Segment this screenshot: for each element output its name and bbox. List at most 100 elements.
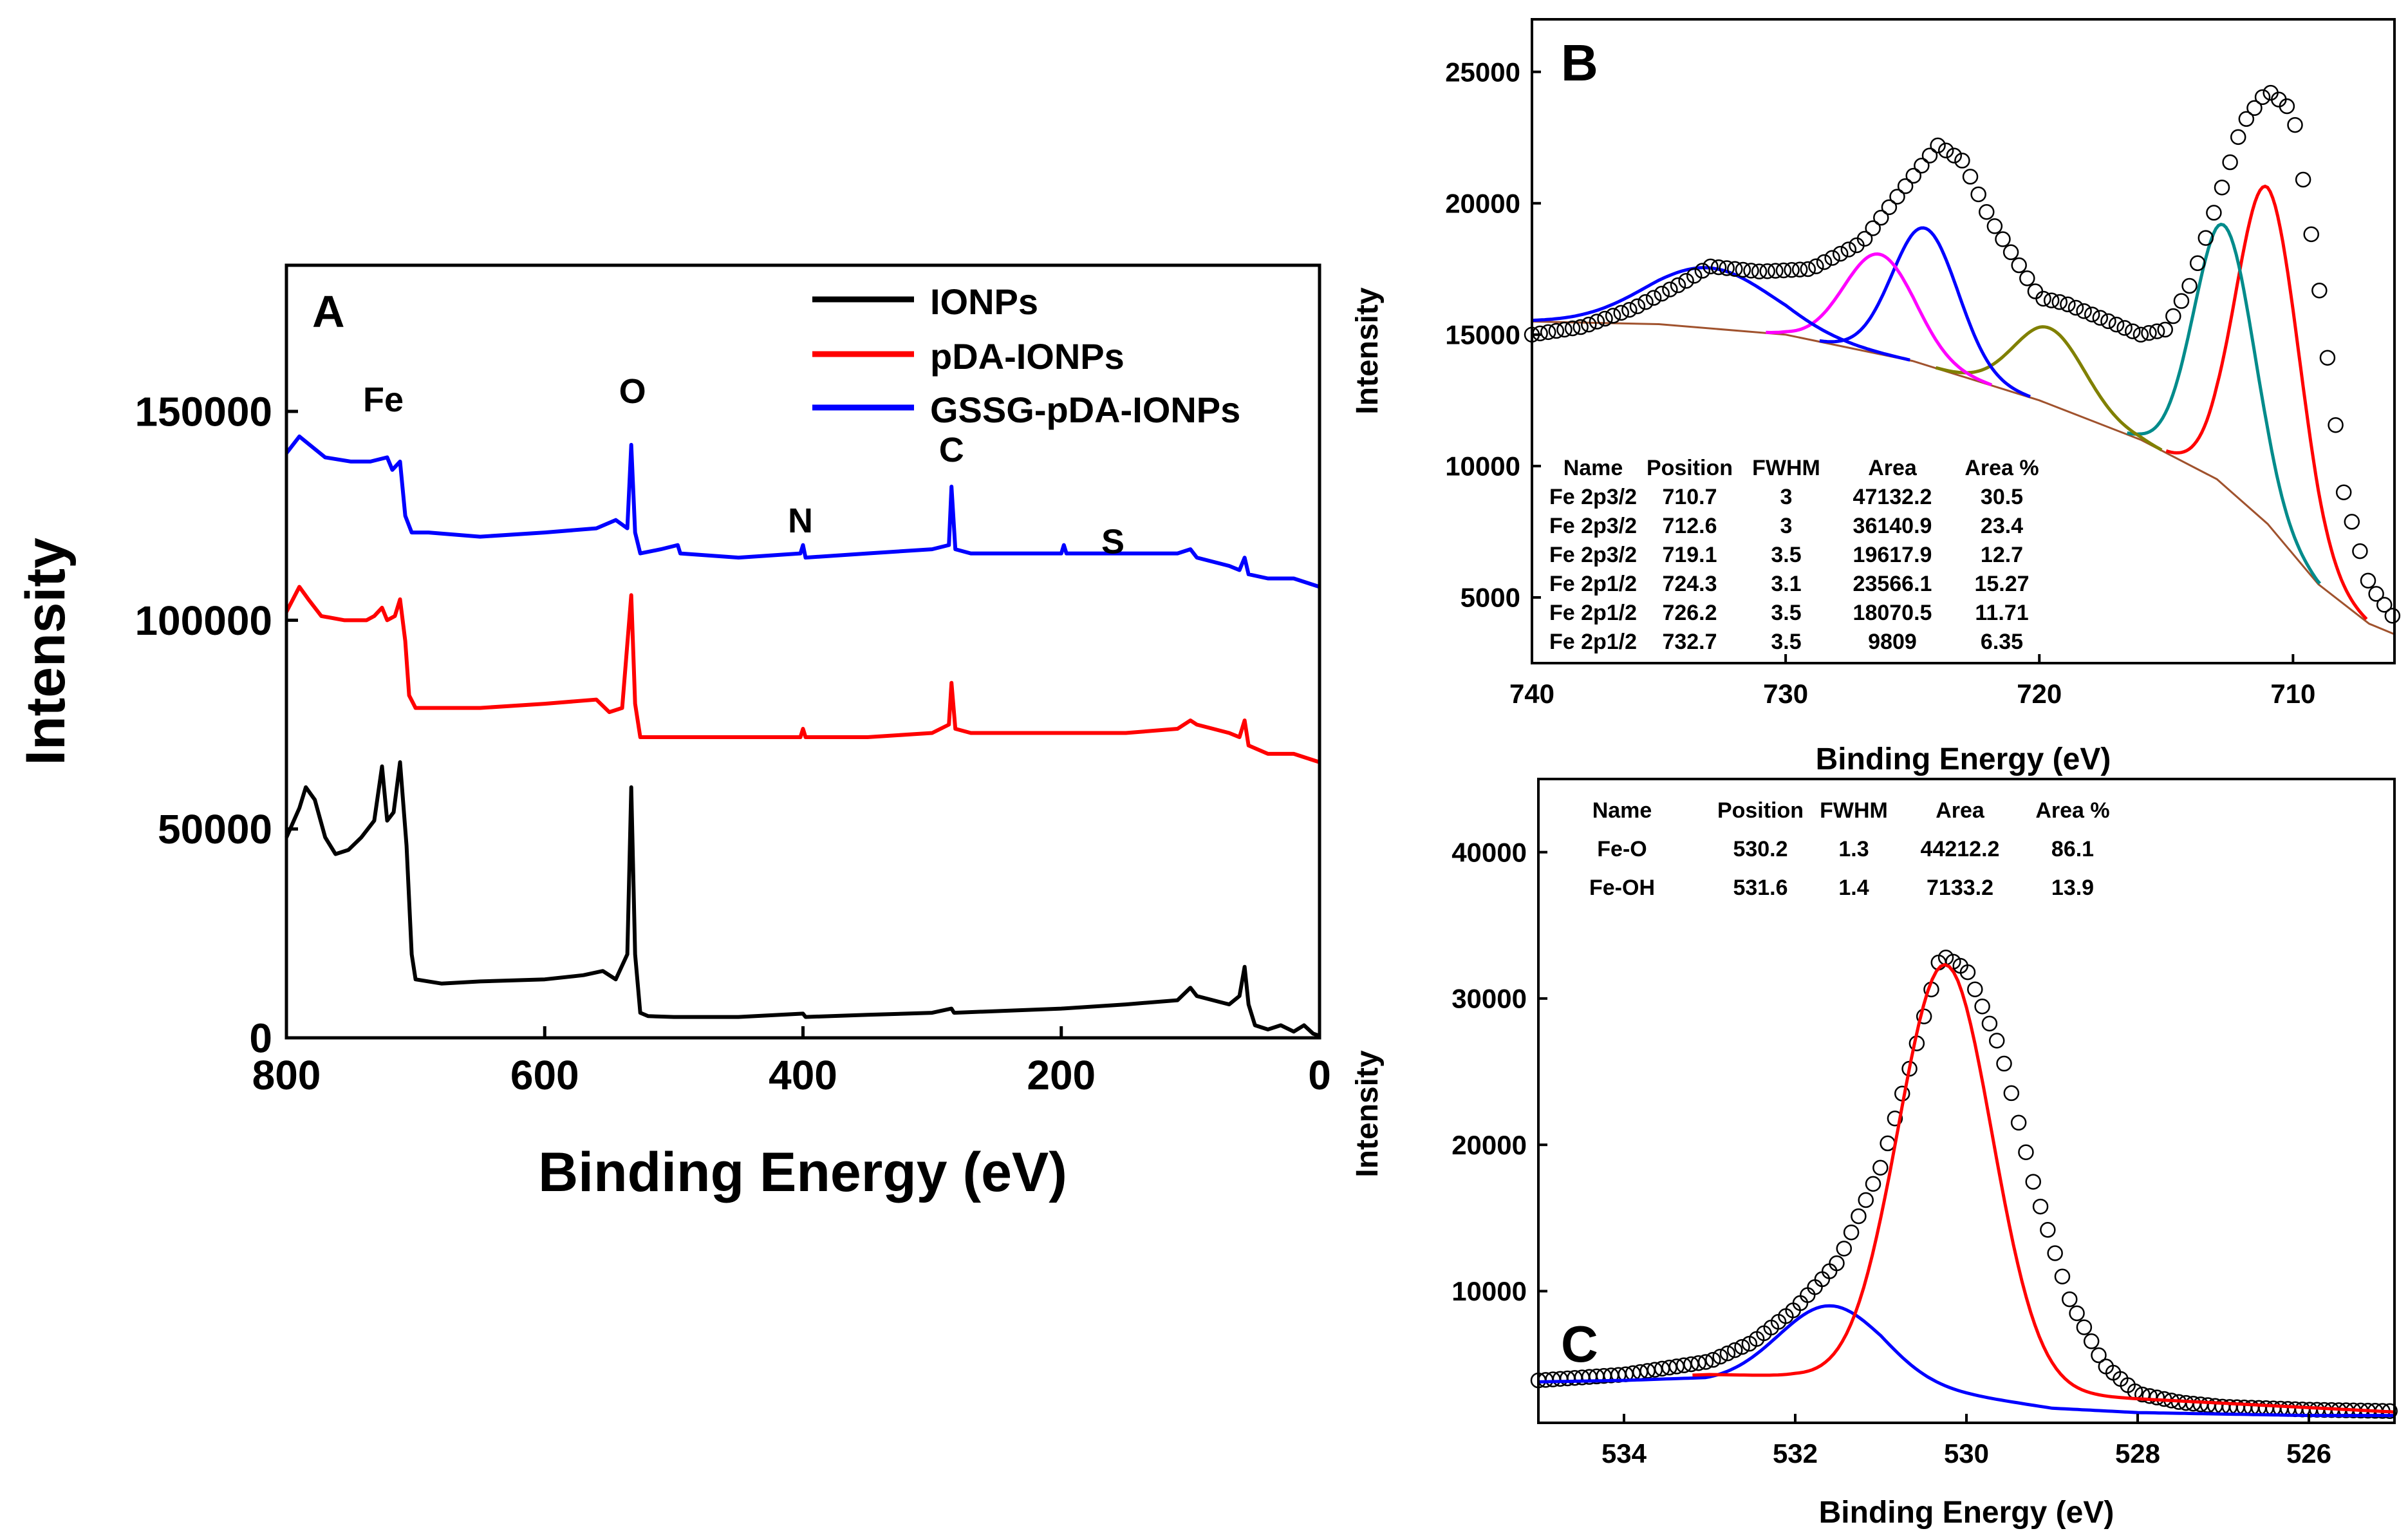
panel-c-curves — [1530, 950, 2398, 1419]
x-tick-label: 528 — [2115, 1438, 2160, 1469]
panel-a-series — [285, 434, 1320, 1038]
data-point — [1791, 261, 1808, 277]
data-point — [1959, 964, 1976, 981]
series-line-gssg-pda-ionps — [285, 434, 1320, 589]
table-cell: 9809 — [1868, 630, 1917, 654]
data-point — [2198, 230, 2214, 246]
data-point — [1654, 285, 1670, 302]
fit-component-fe-o — [1692, 962, 2395, 1414]
x-tick-label: 730 — [1763, 679, 1808, 709]
x-tick-label: 600 — [510, 1052, 579, 1098]
x-tick-label: 710 — [2270, 679, 2315, 709]
data-point — [2027, 283, 2044, 299]
data-point — [2032, 1198, 2049, 1215]
data-point — [1670, 277, 1686, 294]
data-point — [2025, 1174, 2041, 1190]
table-cell: 15.27 — [1974, 572, 2029, 596]
table-cell: Fe 2p3/2 — [1549, 514, 1637, 538]
table-cell: 719.1 — [1662, 543, 1717, 567]
data-point — [1988, 1033, 2005, 1049]
data-point — [2011, 257, 2027, 274]
panel-a-annotations: Fe O N C S — [363, 372, 1125, 561]
panel-a-frame — [285, 263, 1321, 1040]
table-header: Position — [1647, 456, 1733, 480]
table-cell: 530.2 — [1733, 837, 1787, 861]
data-point — [1697, 1354, 1714, 1370]
panel-b-ticks: 740 730 720 710 5000 10000 15000 20000 25000 — [1445, 57, 2315, 709]
data-point — [1645, 290, 1662, 306]
data-point — [1605, 308, 1621, 324]
data-point — [1921, 147, 1938, 164]
data-point — [1808, 258, 1824, 274]
data-point — [2189, 255, 2206, 272]
data-point — [2002, 244, 2019, 261]
data-point — [2051, 294, 2068, 310]
legend-label-ionps: IONPs — [930, 281, 1038, 322]
table-cell: 23566.1 — [1853, 572, 1932, 596]
table-cell: 12.7 — [1981, 543, 2023, 567]
table-cell: 19617.9 — [1853, 543, 1932, 567]
table-header: Area — [1936, 798, 1985, 823]
table-cell: Fe-OH — [1589, 876, 1655, 900]
data-point — [2238, 111, 2255, 127]
data-point — [1705, 1351, 1721, 1368]
data-point — [1872, 1160, 1889, 1176]
data-point — [1840, 241, 1857, 258]
table-header: FWHM — [1820, 798, 1888, 823]
data-point — [2279, 98, 2295, 115]
data-point — [2368, 586, 2384, 602]
y-tick-label: 10000 — [1445, 451, 1520, 482]
panel-b-curves — [1524, 84, 2401, 635]
panel-a: 800 600 400 200 0 0 50000 100000 150000 A Bindin… — [15, 263, 1331, 1203]
data-point — [1954, 153, 1970, 169]
table-cell: Fe 2p1/2 — [1549, 572, 1637, 596]
data-point — [1597, 310, 1613, 327]
x-tick-label: 534 — [1601, 1438, 1647, 1469]
series-line-ionps — [285, 760, 1320, 1038]
data-point — [2062, 1291, 2078, 1308]
data-point — [2134, 1386, 2151, 1403]
table-cell: 1.3 — [1838, 837, 1869, 861]
data-point — [2287, 117, 2303, 133]
data-point — [2076, 303, 2092, 319]
data-point — [1734, 1338, 1750, 1355]
data-point — [2303, 226, 2319, 243]
table-cell: 3 — [1780, 485, 1793, 509]
data-point — [2319, 350, 2336, 366]
data-point — [2206, 205, 2222, 221]
y-tick-label: 15000 — [1445, 319, 1520, 350]
panel-b-label: B — [1561, 34, 1598, 91]
data-point — [2092, 310, 2109, 326]
data-point — [1784, 262, 1800, 278]
peak-label: Fe — [363, 380, 404, 419]
table-header: Area % — [2035, 798, 2109, 823]
data-point — [1589, 314, 1605, 330]
data-point — [2173, 293, 2190, 309]
data-point — [1914, 158, 1930, 174]
panel-c-xlabel: Binding Energy (eV) — [1819, 1496, 2114, 1530]
y-tick-label: 30000 — [1451, 984, 1527, 1014]
data-point — [1930, 137, 1946, 154]
data-point — [2047, 1245, 2063, 1261]
table-cell: 726.2 — [1662, 601, 1717, 625]
data-point — [1858, 1192, 1874, 1208]
data-point — [1962, 169, 1979, 185]
panel-c-fit-table: Name Position FWHM Area Area % Fe-O 530.2 1.3 44… — [1589, 798, 2110, 900]
data-point — [2246, 100, 2263, 117]
data-point — [1824, 250, 1840, 266]
y-tick-label: 150000 — [135, 388, 272, 435]
panel-b-fit-table: Name Position FWHM Area Area % Fe 2p3/2 710.7 3… — [1549, 456, 2039, 654]
data-point — [2352, 543, 2368, 559]
data-point — [1887, 1111, 1903, 1127]
fit-component — [1819, 226, 2031, 399]
data-point — [2003, 1085, 2020, 1102]
table-cell: 7133.2 — [1927, 876, 1993, 900]
table-cell: 23.4 — [1981, 514, 2023, 538]
y-tick-label: 5000 — [1461, 583, 1520, 613]
data-point — [1564, 320, 1581, 337]
table-cell: 44212.2 — [1921, 837, 2000, 861]
data-point — [2133, 326, 2149, 343]
table-cell: 3 — [1780, 514, 1793, 538]
data-point — [1800, 261, 1816, 277]
